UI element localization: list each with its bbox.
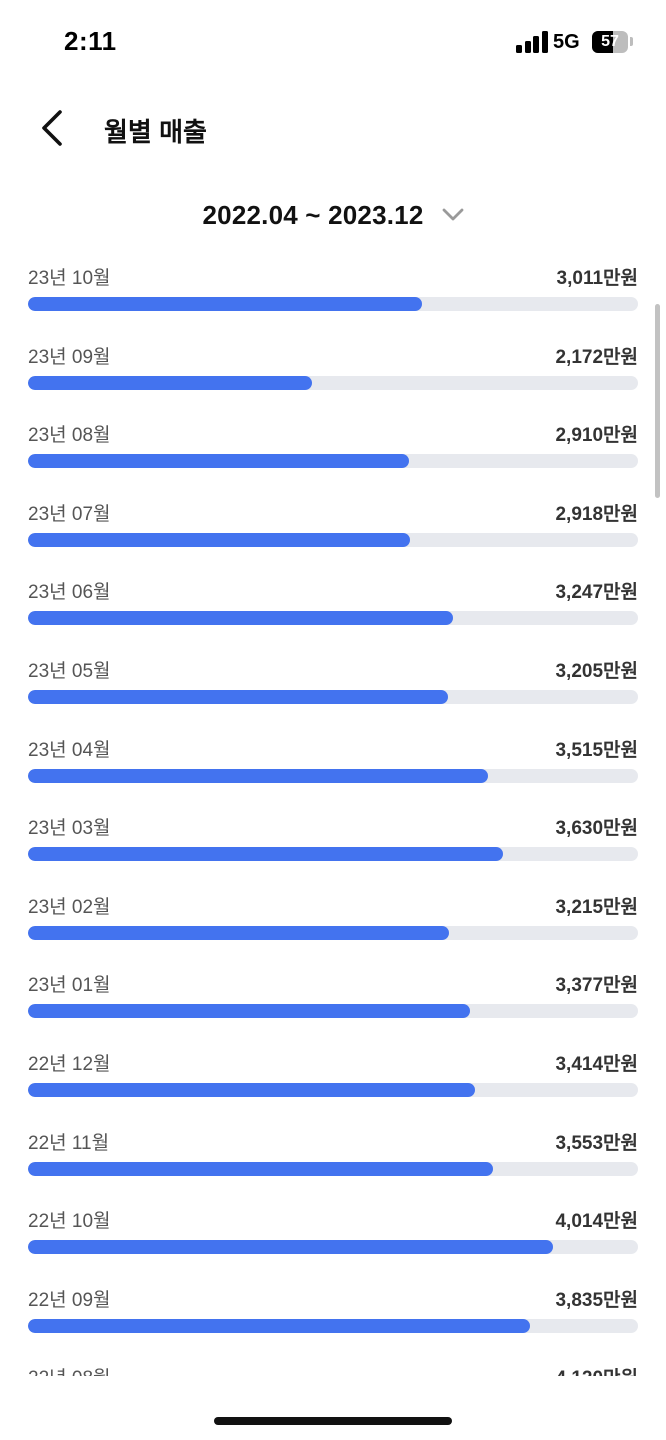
network-type: 5G bbox=[553, 31, 580, 53]
date-range-selector[interactable]: 2022.04 ~ 2023.12 bbox=[0, 194, 666, 236]
sales-row[interactable]: 22년 11월 3,553만원 bbox=[28, 1120, 638, 1199]
bar-track bbox=[28, 1240, 638, 1255]
monthly-sales-list: 23년 10월 3,011만원 23년 09월 2,172만원 23년 08월 2,910… bbox=[28, 255, 638, 1434]
bar-track bbox=[28, 847, 638, 862]
bar-fill bbox=[28, 1161, 494, 1176]
chevron-down-icon bbox=[442, 208, 463, 221]
month-label: 22년 11월 bbox=[28, 1132, 110, 1154]
chevron-left-icon bbox=[42, 110, 62, 146]
month-label: 23년 01월 bbox=[28, 975, 111, 997]
sales-row[interactable]: 22년 12월 3,414만원 bbox=[28, 1041, 638, 1120]
bar-track bbox=[28, 925, 638, 940]
bar-track bbox=[28, 1004, 638, 1019]
bar-track bbox=[28, 297, 638, 311]
bar-fill bbox=[28, 689, 448, 704]
battery-cap bbox=[630, 37, 633, 46]
sales-row[interactable]: 22년 10월 4,014만원 bbox=[28, 1198, 638, 1277]
bar-fill bbox=[28, 925, 449, 940]
bar-fill bbox=[28, 847, 504, 862]
amount-label: 3,414만원 bbox=[555, 1053, 638, 1075]
sales-row[interactable]: 23년 10월 3,011만원 bbox=[28, 255, 638, 334]
bar-track bbox=[28, 1318, 638, 1333]
month-label: 23년 05월 bbox=[28, 660, 111, 682]
bar-fill bbox=[28, 611, 454, 626]
date-range-label: 2022.04 ~ 2023.12 bbox=[202, 199, 424, 230]
amount-label: 2,910만원 bbox=[555, 425, 638, 447]
sales-row[interactable]: 23년 09월 2,172만원 bbox=[28, 334, 638, 413]
month-label: 23년 08월 bbox=[28, 425, 111, 447]
page-title: 월별 매출 bbox=[104, 117, 207, 147]
bottom-edge bbox=[0, 1376, 666, 1440]
bar-fill bbox=[28, 297, 423, 311]
amount-label: 4,014만원 bbox=[555, 1211, 638, 1233]
battery-icon: 57 bbox=[592, 31, 628, 53]
scrollbar[interactable] bbox=[655, 304, 660, 498]
status-time: 2:11 bbox=[64, 26, 117, 56]
bar-track bbox=[28, 1161, 638, 1176]
bar-track bbox=[28, 689, 638, 704]
month-label: 23년 03월 bbox=[28, 818, 111, 840]
sales-row[interactable]: 23년 01월 3,377만원 bbox=[28, 962, 638, 1041]
sales-row[interactable]: 23년 07월 2,918만원 bbox=[28, 491, 638, 570]
sales-row[interactable]: 23년 08월 2,910만원 bbox=[28, 412, 638, 491]
sales-row[interactable]: 23년 02월 3,215만원 bbox=[28, 884, 638, 963]
month-label: 23년 09월 bbox=[28, 346, 111, 368]
month-label: 23년 02월 bbox=[28, 896, 111, 918]
bar-track bbox=[28, 1082, 638, 1097]
cellular-signal-icon bbox=[516, 31, 548, 53]
month-label: 23년 04월 bbox=[28, 739, 111, 761]
month-label: 22년 12월 bbox=[28, 1053, 111, 1075]
bar-fill bbox=[28, 768, 489, 783]
bar-fill bbox=[28, 532, 410, 547]
home-indicator[interactable] bbox=[214, 1417, 452, 1425]
month-label: 23년 07월 bbox=[28, 503, 111, 525]
amount-label: 3,835만원 bbox=[555, 1289, 638, 1311]
amount-label: 3,215만원 bbox=[555, 896, 638, 918]
month-label: 22년 09월 bbox=[28, 1289, 111, 1311]
sales-row[interactable]: 23년 04월 3,515만원 bbox=[28, 727, 638, 806]
sales-row[interactable]: 23년 06월 3,247만원 bbox=[28, 569, 638, 648]
bar-fill bbox=[28, 1004, 471, 1019]
amount-label: 3,553만원 bbox=[555, 1132, 638, 1154]
month-label: 22년 10월 bbox=[28, 1211, 111, 1233]
bar-fill bbox=[28, 1240, 554, 1255]
bar-fill bbox=[28, 1318, 530, 1333]
amount-label: 3,247만원 bbox=[555, 582, 638, 604]
amount-label: 2,172만원 bbox=[555, 346, 638, 368]
sales-row[interactable]: 23년 05월 3,205만원 bbox=[28, 648, 638, 727]
back-button[interactable] bbox=[30, 104, 74, 152]
amount-label: 3,515만원 bbox=[555, 739, 638, 761]
bar-track bbox=[28, 611, 638, 626]
battery-percent: 57 bbox=[601, 33, 619, 50]
bar-track bbox=[28, 768, 638, 783]
bar-track bbox=[28, 375, 638, 390]
status-bar: 2:11 5G 57 bbox=[0, 0, 666, 86]
battery-level bbox=[592, 31, 613, 53]
amount-label: 3,630만원 bbox=[555, 818, 638, 840]
amount-label: 2,918만원 bbox=[555, 503, 638, 525]
amount-label: 3,205만원 bbox=[555, 660, 638, 682]
amount-label: 3,011만원 bbox=[556, 268, 638, 289]
bar-fill bbox=[28, 454, 409, 469]
bar-track bbox=[28, 532, 638, 547]
amount-label: 3,377만원 bbox=[555, 975, 638, 997]
month-label: 23년 10월 bbox=[28, 268, 111, 289]
sales-row[interactable]: 22년 09월 3,835만원 bbox=[28, 1277, 638, 1356]
bar-track bbox=[28, 454, 638, 469]
month-label: 23년 06월 bbox=[28, 582, 111, 604]
sales-row[interactable]: 23년 03월 3,630만원 bbox=[28, 805, 638, 884]
nav-header: 월별 매출 bbox=[0, 96, 666, 160]
bar-fill bbox=[28, 375, 313, 390]
bar-fill bbox=[28, 1082, 475, 1097]
